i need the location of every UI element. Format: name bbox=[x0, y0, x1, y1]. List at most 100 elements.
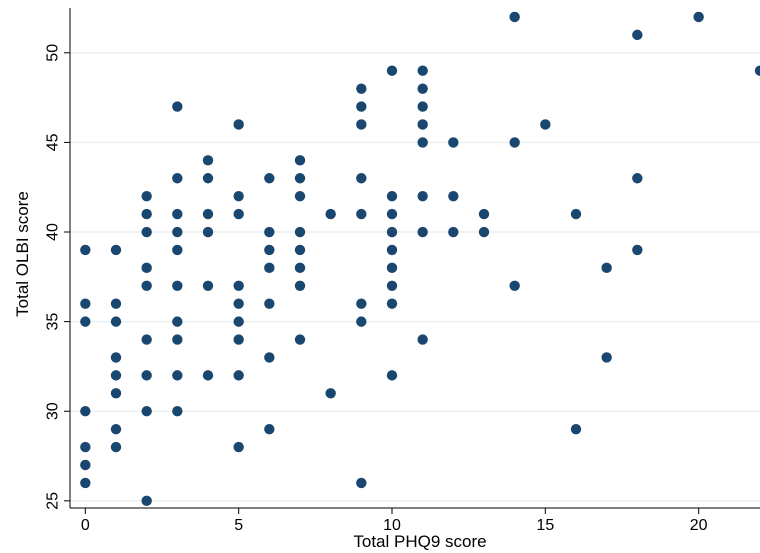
data-point bbox=[110, 352, 122, 363]
data-point bbox=[110, 316, 122, 327]
data-point bbox=[356, 298, 367, 309]
data-point bbox=[448, 226, 459, 238]
data-point bbox=[141, 334, 152, 345]
data-point bbox=[202, 280, 214, 291]
data-point bbox=[509, 280, 520, 291]
data-point bbox=[417, 65, 428, 76]
data-point bbox=[233, 316, 244, 327]
data-point bbox=[478, 226, 490, 238]
data-point bbox=[141, 370, 152, 381]
data-point bbox=[172, 101, 183, 112]
data-point bbox=[754, 65, 760, 76]
data-point bbox=[141, 226, 152, 238]
data-point bbox=[141, 495, 152, 507]
data-point bbox=[110, 298, 122, 309]
data-point bbox=[356, 101, 367, 112]
data-point bbox=[110, 244, 122, 256]
axes bbox=[64, 8, 760, 514]
data-point bbox=[417, 83, 428, 94]
data-point bbox=[356, 173, 367, 184]
data-point bbox=[417, 334, 428, 345]
data-point bbox=[172, 406, 183, 417]
data-point bbox=[172, 173, 183, 184]
data-point bbox=[509, 11, 520, 23]
data-point bbox=[294, 244, 306, 256]
data-point bbox=[110, 370, 122, 381]
data-point bbox=[172, 316, 183, 327]
data-points bbox=[80, 11, 760, 507]
data-point bbox=[202, 226, 214, 238]
data-point bbox=[110, 441, 122, 453]
data-point bbox=[356, 316, 367, 327]
data-point bbox=[478, 208, 490, 220]
data-point bbox=[356, 477, 367, 489]
data-point bbox=[632, 244, 643, 256]
data-point bbox=[417, 101, 428, 112]
data-point bbox=[509, 137, 520, 148]
data-point bbox=[448, 190, 459, 202]
data-point bbox=[141, 262, 152, 274]
x-tick-label-10: 10 bbox=[383, 517, 401, 534]
data-point bbox=[570, 423, 582, 435]
data-point bbox=[325, 208, 336, 220]
data-point bbox=[264, 423, 275, 435]
data-point bbox=[294, 155, 306, 166]
data-point bbox=[386, 262, 398, 274]
data-point bbox=[172, 280, 183, 291]
data-point bbox=[325, 388, 336, 399]
data-point bbox=[264, 298, 275, 309]
data-point bbox=[172, 208, 183, 220]
data-point bbox=[386, 190, 398, 202]
data-point bbox=[601, 352, 612, 363]
data-point bbox=[632, 173, 643, 184]
data-point bbox=[386, 244, 398, 256]
data-point bbox=[540, 119, 551, 130]
data-point bbox=[141, 406, 152, 417]
data-point bbox=[294, 262, 306, 274]
data-point bbox=[386, 298, 398, 309]
data-point bbox=[202, 370, 214, 381]
data-point bbox=[448, 137, 459, 148]
data-point bbox=[386, 208, 398, 220]
data-point bbox=[294, 173, 306, 184]
data-point bbox=[356, 208, 367, 220]
data-point bbox=[356, 119, 367, 130]
data-point bbox=[172, 370, 183, 381]
data-point bbox=[294, 226, 306, 238]
grid-lines bbox=[70, 52, 760, 502]
data-point bbox=[632, 29, 643, 41]
data-point bbox=[356, 83, 367, 94]
x-tick-label-0: 0 bbox=[81, 517, 90, 534]
data-point bbox=[80, 244, 91, 256]
data-point bbox=[386, 370, 398, 381]
data-point bbox=[80, 316, 91, 327]
data-point bbox=[601, 262, 612, 274]
data-point bbox=[80, 459, 91, 471]
data-point bbox=[417, 137, 428, 148]
x-tick-label-5: 5 bbox=[234, 517, 243, 534]
data-point bbox=[294, 280, 306, 291]
data-point bbox=[172, 244, 183, 256]
data-point bbox=[233, 119, 244, 130]
data-point bbox=[417, 190, 428, 202]
data-point bbox=[141, 208, 152, 220]
y-tick-label-35: 35 bbox=[45, 313, 62, 331]
data-point bbox=[233, 208, 244, 220]
data-point bbox=[172, 334, 183, 345]
x-tick-label-20: 20 bbox=[690, 517, 708, 534]
data-point bbox=[264, 244, 275, 256]
data-point bbox=[141, 280, 152, 291]
data-point bbox=[294, 334, 306, 345]
data-point bbox=[386, 226, 398, 238]
data-point bbox=[80, 477, 91, 489]
data-point bbox=[233, 334, 244, 345]
tick-labels: 25 30 35 40 45 50 0 5 10 15 20 bbox=[45, 44, 708, 534]
data-point bbox=[233, 370, 244, 381]
data-point bbox=[233, 280, 244, 291]
data-point bbox=[233, 190, 244, 202]
data-point bbox=[233, 298, 244, 309]
data-point bbox=[110, 423, 122, 435]
data-point bbox=[417, 119, 428, 130]
data-point bbox=[110, 388, 122, 399]
